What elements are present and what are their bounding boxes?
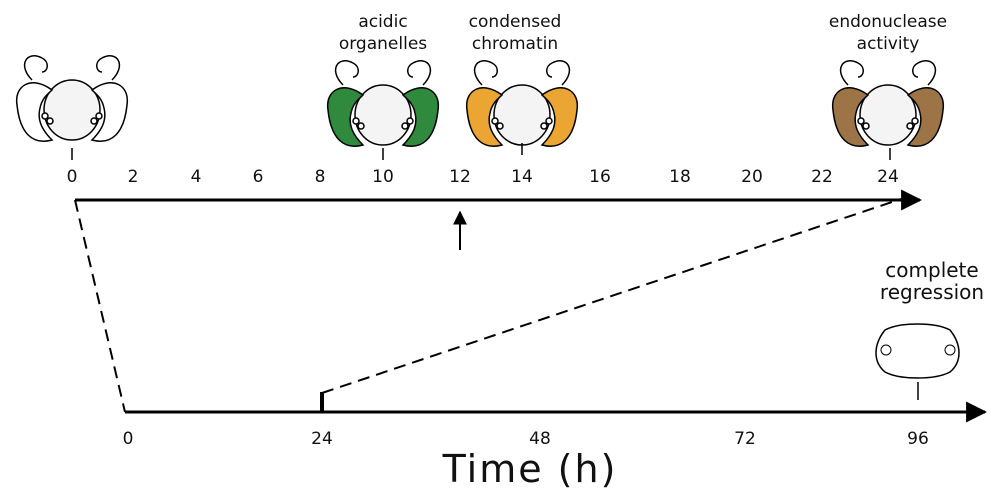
annotation: regression xyxy=(880,280,984,304)
top-tick-label: 2 xyxy=(128,167,139,187)
top-tick-label: 8 xyxy=(315,167,326,187)
nucleus xyxy=(880,344,892,356)
stage-markers xyxy=(71,143,919,400)
regressed-gland xyxy=(875,323,960,379)
top-tick-label: 16 xyxy=(589,167,611,187)
bottom-tick-label: 96 xyxy=(907,429,929,449)
bottom-tick-label: 24 xyxy=(311,429,333,449)
top-tick-label: 0 xyxy=(67,167,78,187)
top-tick-label: 12 xyxy=(449,167,471,187)
annotation: organelles xyxy=(339,34,427,54)
nucleus xyxy=(944,344,956,356)
annotation: acidic xyxy=(358,12,407,32)
cell-0h xyxy=(15,55,129,142)
top-tick-label: 20 xyxy=(741,167,763,187)
annotation: chromatin xyxy=(472,34,558,54)
cell-14h xyxy=(465,60,579,147)
top-tick-label: 6 xyxy=(253,167,264,187)
annotation: activity xyxy=(857,34,920,54)
top-tick-label: 18 xyxy=(669,167,691,187)
dashed-link xyxy=(321,195,911,394)
annotation: complete xyxy=(885,258,978,282)
cell-10h xyxy=(326,60,440,147)
x-label: Time (h) xyxy=(442,447,618,491)
bottom-tick-label: 48 xyxy=(529,429,551,449)
bottom-tick-label: 0 xyxy=(123,429,134,449)
bottom-tick-label: 72 xyxy=(734,429,756,449)
dashed-link xyxy=(74,199,126,413)
top-tick-label: 4 xyxy=(191,167,202,187)
top-tick-label: 14 xyxy=(511,167,533,187)
top-tick-label: 22 xyxy=(811,167,833,187)
top-tick-label: 24 xyxy=(877,167,899,187)
annotation: condensed xyxy=(469,12,562,32)
top-tick-label: 10 xyxy=(372,167,394,187)
annotation: endonuclease xyxy=(829,12,947,32)
cell-24h xyxy=(831,60,945,147)
